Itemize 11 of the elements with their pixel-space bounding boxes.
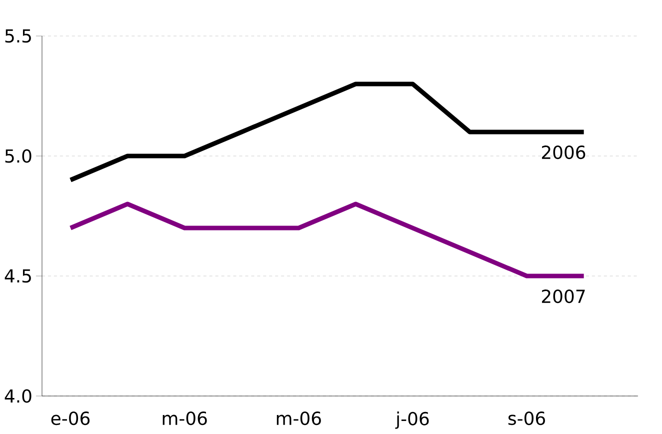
series-label: 2006 bbox=[542, 146, 586, 160]
y-tick-label: 4.5 bbox=[4, 269, 31, 283]
x-tick-label: e-06 bbox=[51, 412, 90, 426]
y-tick-label: 4.0 bbox=[4, 389, 32, 403]
x-tick-label: m-06 bbox=[162, 412, 207, 426]
x-tick-label: m-06 bbox=[276, 412, 321, 426]
x-tick-label: s-06 bbox=[508, 412, 545, 426]
y-tick-label: 5.0 bbox=[5, 149, 32, 163]
y-tick-label: 5.5 bbox=[5, 29, 31, 43]
series-label: 2007 bbox=[542, 290, 585, 304]
x-tick-label: j-06 bbox=[395, 412, 429, 429]
